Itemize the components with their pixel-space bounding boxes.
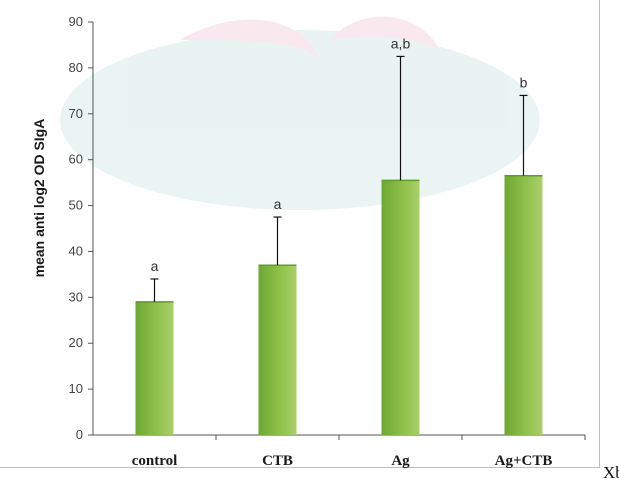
- y-tick-label: 0: [76, 427, 83, 442]
- significance-label: b: [520, 74, 528, 90]
- y-tick-label: 60: [69, 152, 83, 167]
- significance-labels: a a a,b b: [151, 35, 528, 274]
- y-axis-label: mean anti log2 OD SIgA: [31, 119, 47, 278]
- y-tick-label: 90: [69, 14, 83, 29]
- y-tick-label: 20: [69, 335, 83, 350]
- bar-ag: [381, 180, 420, 435]
- bar-ag-ctb: [504, 175, 543, 435]
- y-ticks: 0 10 20 30 40 50 60 70 80 90: [69, 14, 93, 442]
- significance-label: a: [274, 196, 282, 212]
- y-tick-label: 40: [69, 243, 83, 258]
- y-tick-label: 50: [69, 198, 83, 213]
- trailing-text: Xb,: [603, 463, 619, 482]
- bar-ctb: [258, 265, 297, 435]
- significance-label: a: [151, 258, 159, 274]
- background-watermark: [60, 16, 540, 210]
- bar-control: [135, 301, 174, 435]
- y-tick-label: 30: [69, 289, 83, 304]
- significance-label: a,b: [391, 35, 411, 51]
- x-category-label: Ag: [391, 453, 410, 468]
- bars: [135, 174, 543, 435]
- y-tick-label: 70: [69, 106, 83, 121]
- category-labels: control CTB Ag Ag+CTB: [132, 435, 586, 468]
- x-category-label: Ag+CTB: [495, 453, 553, 468]
- chart-figure: 0 10 20 30 40 50 60 70 80 90 a a a,b b control CTB Ag A…: [0, 0, 600, 468]
- bar-chart: 0 10 20 30 40 50 60 70 80 90 a a a,b b control CTB Ag A…: [31, 14, 586, 468]
- x-category-label: CTB: [262, 453, 293, 468]
- error-bars: [150, 55, 528, 302]
- y-tick-label: 80: [69, 60, 83, 75]
- y-tick-label: 10: [69, 381, 83, 396]
- x-category-label: control: [132, 453, 178, 468]
